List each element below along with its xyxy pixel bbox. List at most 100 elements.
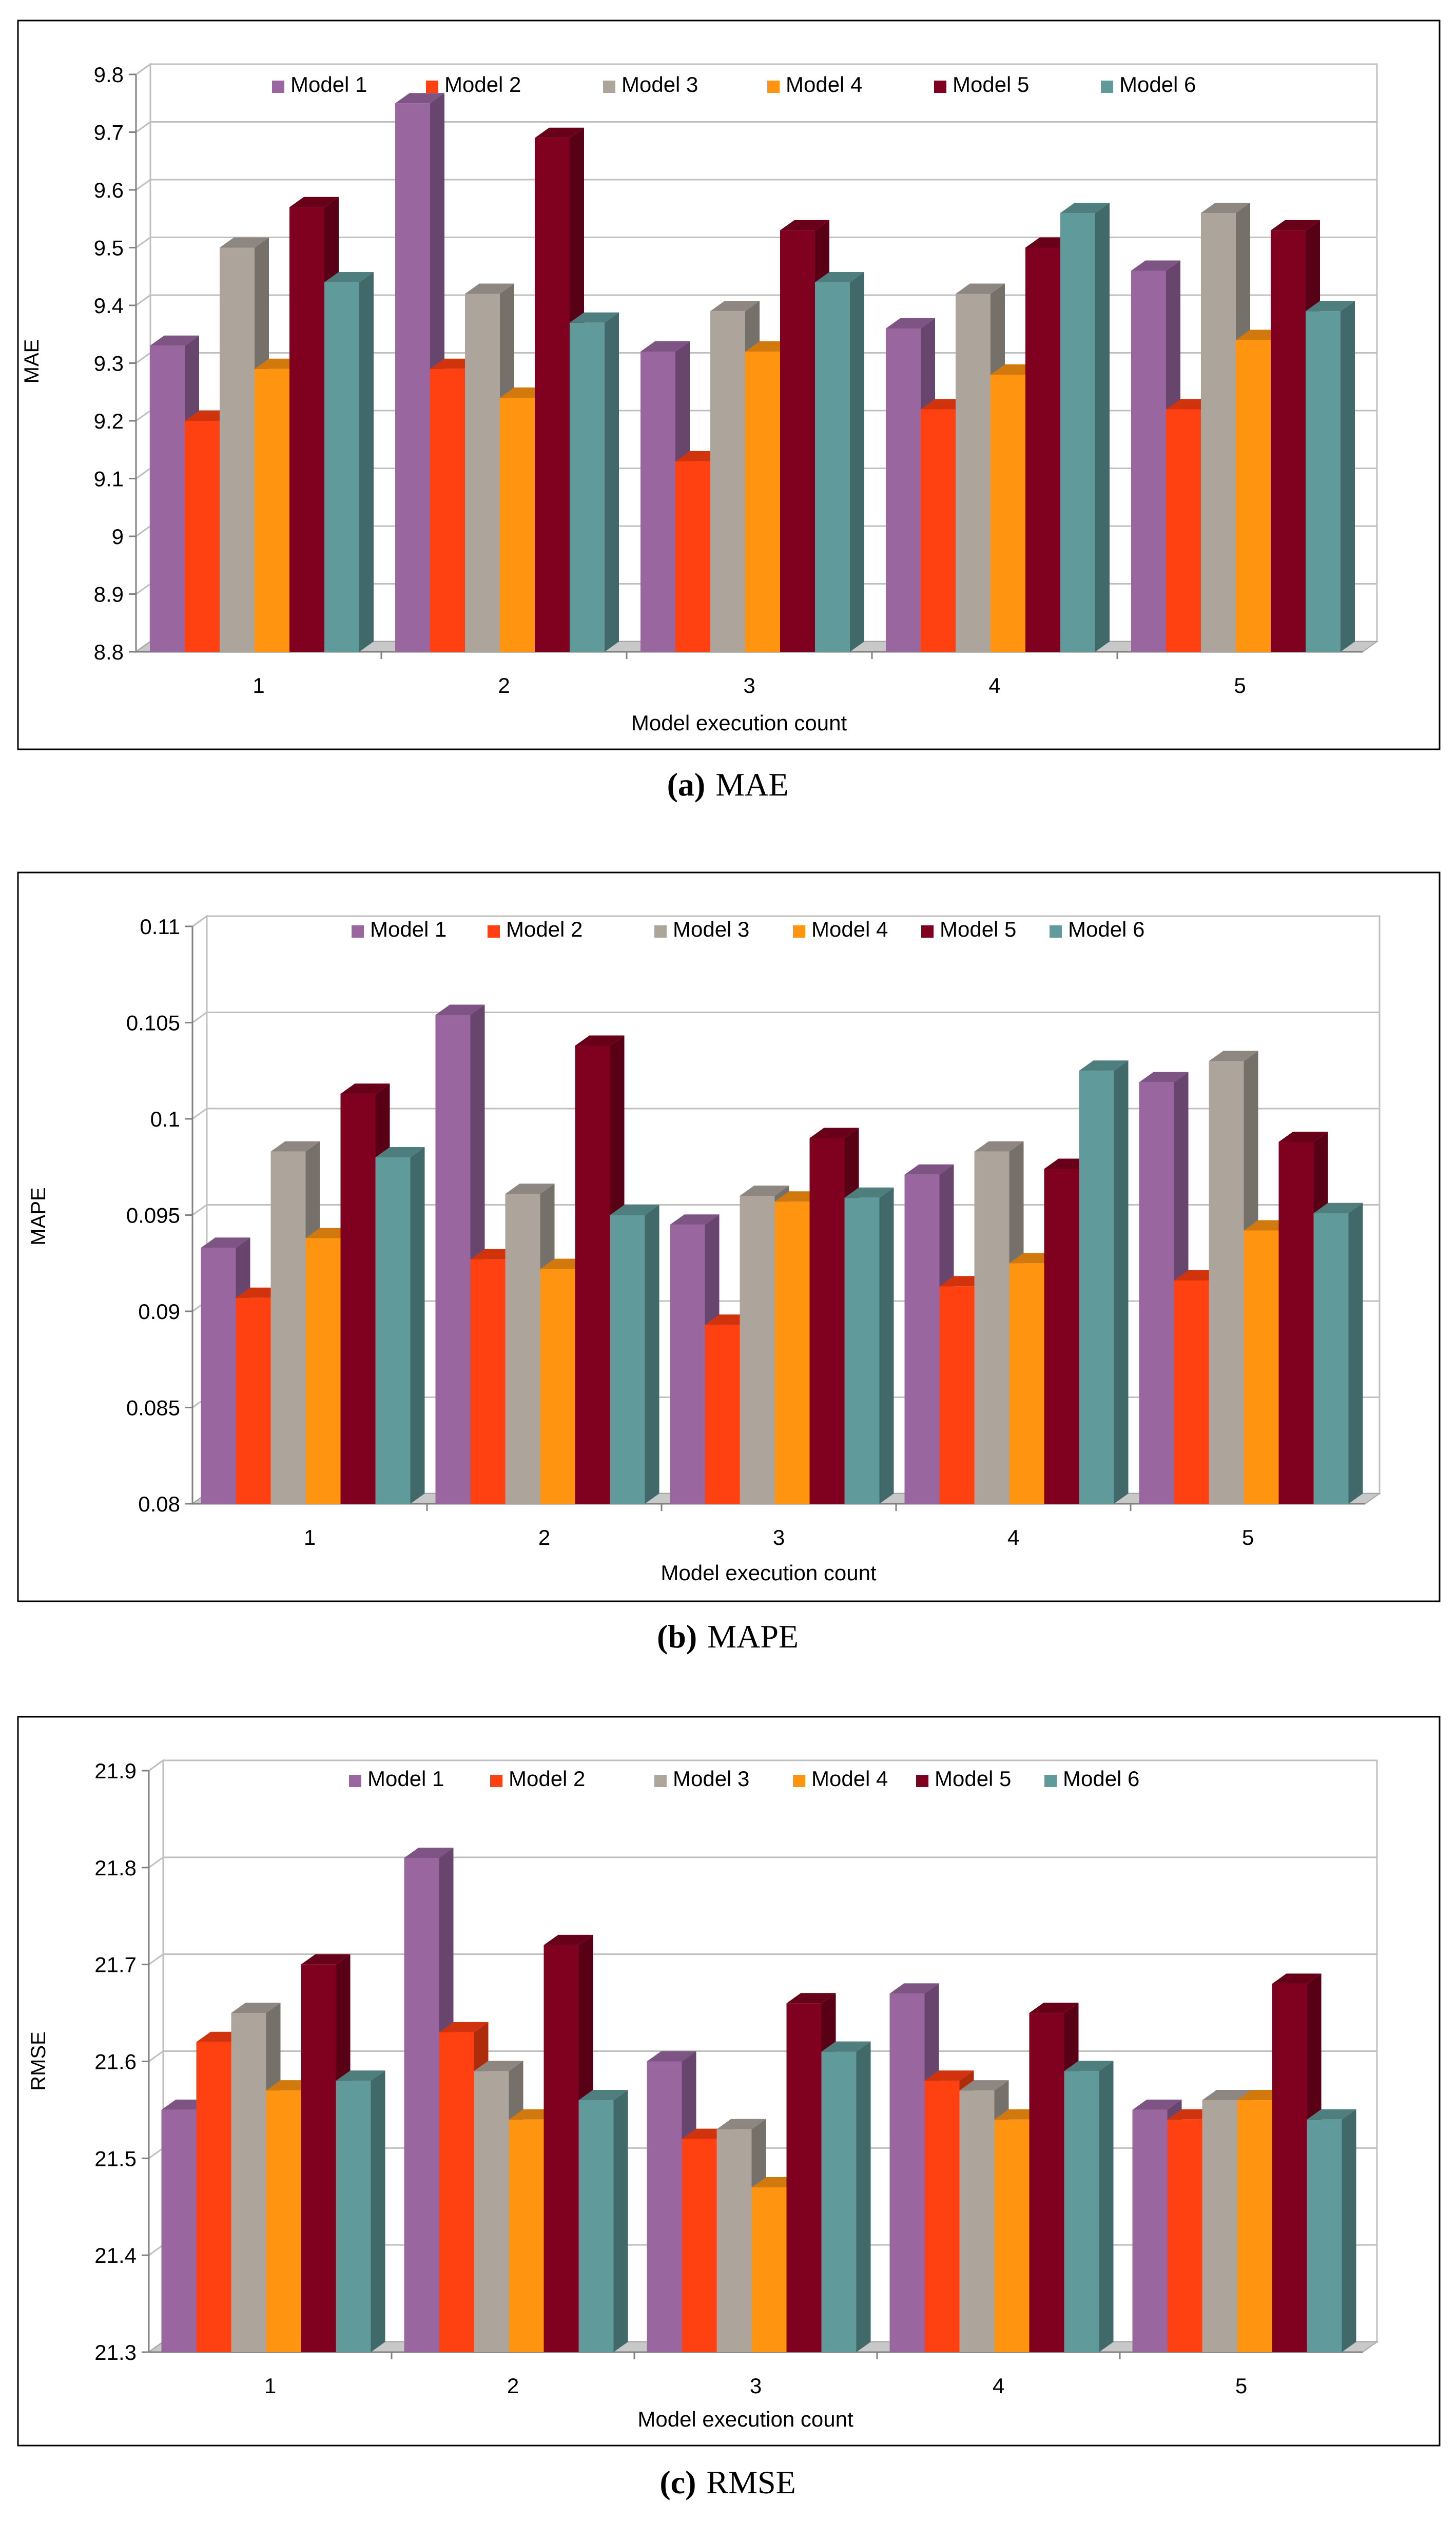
bar-model-3-cat-4 <box>974 1151 1010 1504</box>
caption-label: (b) <box>657 1618 697 1655</box>
bar-model-1-cat-1 <box>201 1248 236 1504</box>
gridline <box>135 121 1377 133</box>
legend: Model 1 Model 2 Model 3 Model 4 Model 5 Model… <box>352 917 1144 941</box>
bar-model-4-cat-1 <box>255 369 289 652</box>
bar-model-1-cat-5 <box>1131 270 1166 652</box>
bar-top <box>959 2080 1009 2091</box>
bar-top <box>465 283 514 294</box>
x-tick-label: 1 <box>253 673 264 697</box>
bar-model-2-cat-3 <box>682 2139 717 2352</box>
legend-entry: Model 6 <box>1068 917 1144 941</box>
bar-model-6-cat-5 <box>1313 1213 1349 1504</box>
bar-top <box>1064 2061 1114 2071</box>
bar-top <box>710 301 760 312</box>
y-tick-label: 0.085 <box>126 1396 180 1420</box>
bar-top <box>647 2051 696 2062</box>
y-tick-label: 9.5 <box>94 236 124 260</box>
bar-side <box>856 2041 871 2352</box>
legend-swatch <box>934 81 946 93</box>
legend: Model 1 Model 2 Model 3 Model 4 Model 5 Model… <box>272 72 1196 96</box>
x-tick-label: 3 <box>750 2374 762 2398</box>
bar-model-4-cat-4 <box>1009 1263 1044 1504</box>
bar-model-5-cat-5 <box>1278 1142 1314 1504</box>
caption: (b) MAPE <box>657 1618 799 1655</box>
bar-model-4-cat-2 <box>500 398 535 652</box>
bar-model-4-cat-5 <box>1237 2100 1272 2352</box>
bar-model-1-cat-1 <box>150 345 185 652</box>
bar-model-3-cat-1 <box>220 247 255 652</box>
bar-top <box>578 2090 628 2101</box>
gridline <box>192 915 1380 927</box>
caption-title: MAPE <box>707 1618 799 1655</box>
bar-top <box>1029 2003 1079 2013</box>
y-axis-title: MAPE <box>27 1187 50 1245</box>
y-tick-label: 0.09 <box>138 1300 180 1324</box>
x-tick-label: 1 <box>304 1525 316 1549</box>
caption-label: (c) <box>659 2464 696 2500</box>
y-tick-label: 9 <box>112 525 124 549</box>
bar-model-4-cat-3 <box>751 2187 787 2352</box>
caption-label: (a) <box>667 766 706 803</box>
bar-model-4-cat-2 <box>509 2119 544 2352</box>
bar-model-5-cat-1 <box>340 1094 376 1504</box>
bar-model-2-cat-4 <box>924 2081 960 2352</box>
bar-top <box>670 1214 720 1225</box>
bar-model-3-cat-1 <box>270 1151 306 1504</box>
bar-side <box>410 1147 425 1504</box>
legend-swatch <box>916 1775 928 1787</box>
legend-swatch <box>654 1775 667 1787</box>
bar-model-4-cat-1 <box>266 2090 301 2352</box>
bar-model-6-cat-4 <box>1060 213 1095 652</box>
legend-entry: Model 4 <box>811 1767 888 1791</box>
y-tick-label: 9.8 <box>94 63 124 87</box>
x-tick-label: 5 <box>1235 2374 1247 2398</box>
legend-swatch <box>921 925 934 938</box>
bar-side <box>1341 301 1355 652</box>
y-tick-label: 21.7 <box>94 1953 137 1977</box>
bar-model-6-cat-2 <box>570 322 605 652</box>
bar-model-1-cat-5 <box>1132 2109 1168 2352</box>
bar-model-1-cat-4 <box>889 1993 925 2352</box>
bar-top <box>201 1237 250 1248</box>
legend-swatch <box>490 1775 502 1787</box>
bars <box>161 1847 1356 2352</box>
bar-top <box>640 341 690 352</box>
bar-top <box>886 318 935 328</box>
bar-top <box>435 1004 485 1015</box>
bar-top <box>904 1164 954 1175</box>
bar-top <box>340 1083 390 1094</box>
gridline <box>135 63 1377 75</box>
bar-model-1-cat-2 <box>395 103 430 652</box>
y-tick-label: 9.7 <box>94 121 124 145</box>
bar-model-6-cat-3 <box>815 282 850 652</box>
x-tick-label: 4 <box>993 2374 1004 2398</box>
bar-top <box>220 237 269 248</box>
gridline <box>148 1953 1377 1965</box>
legend-swatch <box>793 925 805 938</box>
gridline <box>148 1856 1377 1869</box>
bar-model-2-cat-3 <box>705 1325 740 1504</box>
legend-swatch <box>603 81 615 93</box>
legend-entry: Model 2 <box>506 917 583 941</box>
legend-entry: Model 6 <box>1119 72 1196 96</box>
bar-model-2-cat-5 <box>1166 409 1201 652</box>
legend-entry: Model 2 <box>444 72 521 96</box>
y-tick-label: 0.11 <box>140 915 180 939</box>
bar-model-5-cat-3 <box>809 1138 845 1504</box>
bar-model-6-cat-4 <box>1079 1071 1114 1504</box>
y-tick-label: 9.1 <box>94 467 124 491</box>
bar-model-4-cat-3 <box>745 352 780 652</box>
caption-title: RMSE <box>706 2464 795 2500</box>
x-tick-label: 4 <box>1007 1525 1019 1549</box>
bar-top <box>956 283 1005 294</box>
bar-side <box>645 1205 659 1504</box>
chart-1: 8.8 8.9 9 9.1 9.2 9.3 9.4 9.5 9.6 9.7 9.8 1 2 3 4 5 Mode… <box>17 20 1441 803</box>
legend-swatch <box>1044 1775 1057 1787</box>
bar-top <box>336 2070 385 2081</box>
bar-model-3-cat-1 <box>231 2013 266 2352</box>
bar-top <box>1306 301 1355 312</box>
bar-side <box>1099 2061 1114 2352</box>
legend-entry: Model 4 <box>811 917 888 941</box>
bar-model-1-cat-2 <box>404 1857 439 2352</box>
bar-model-6-cat-3 <box>844 1197 880 1504</box>
